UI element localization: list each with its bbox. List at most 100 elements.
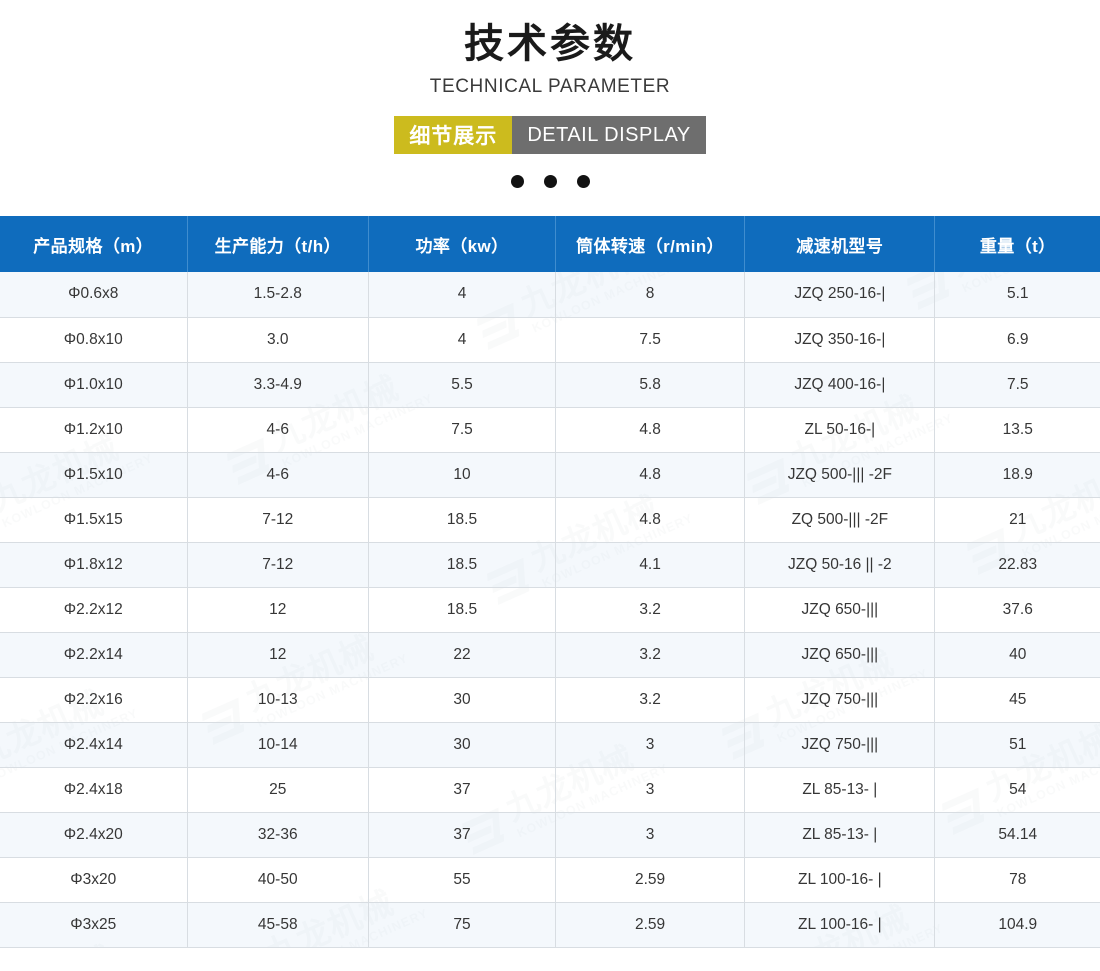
- cell-reducer-model: ZL 85-13- |: [744, 812, 936, 858]
- cell-reducer-model: JZQ 500-||| -2F: [744, 452, 936, 498]
- spec-table-zone: 九龙机械KOWLOON MACHINERY九龙机械KOWLOON MACHINE…: [0, 216, 1100, 948]
- cell-shell-speed: 3.2: [555, 677, 746, 723]
- table-row: Φ2.2x12 12 18.5 3.2 JZQ 650-||| 37.6: [0, 587, 1100, 633]
- dot-icon: [510, 175, 524, 188]
- cell-product-spec: Φ1.8x12: [0, 542, 188, 588]
- cell-reducer-model: JZQ 650-|||: [744, 587, 936, 633]
- cell-weight: 78: [934, 857, 1100, 903]
- cell-capacity: 4-6: [187, 407, 369, 453]
- cell-capacity: 3.0: [187, 317, 369, 363]
- cell-capacity: 32-36: [187, 812, 369, 858]
- cell-reducer-model: JZQ 400-16-|: [744, 362, 936, 408]
- cell-weight: 5.1: [934, 272, 1100, 318]
- cell-shell-speed: 2.59: [555, 857, 746, 903]
- cell-weight: 45: [934, 677, 1100, 723]
- dot-icon: [576, 175, 590, 188]
- cell-product-spec: Φ3x20: [0, 857, 188, 903]
- column-header-capacity: 生产能力（t/h）: [187, 216, 369, 272]
- dot-separator: [0, 175, 1100, 188]
- cell-capacity: 3.3-4.9: [187, 362, 369, 408]
- cell-power: 18.5: [368, 542, 556, 588]
- spec-table: 产品规格（m） 生产能力（t/h） 功率（kw） 筒体转速（r/min） 减速机…: [0, 216, 1100, 948]
- cell-capacity: 10-14: [187, 722, 369, 768]
- cell-power: 5.5: [368, 362, 556, 408]
- cell-product-spec: Φ1.0x10: [0, 362, 188, 408]
- cell-shell-speed: 4.8: [555, 452, 746, 498]
- cell-weight: 40: [934, 632, 1100, 678]
- page-subtitle: TECHNICAL PARAMETER: [429, 76, 671, 97]
- cell-product-spec: Φ3x25: [0, 902, 188, 948]
- cell-reducer-model: ZL 50-16-|: [744, 407, 936, 453]
- cell-capacity: 12: [187, 587, 369, 633]
- spec-table-head: 产品规格（m） 生产能力（t/h） 功率（kw） 筒体转速（r/min） 减速机…: [0, 216, 1100, 272]
- cell-weight: 6.9: [934, 317, 1100, 363]
- table-row: Φ1.2x10 4-6 7.5 4.8 ZL 50-16-| 13.5: [0, 407, 1100, 453]
- cell-weight: 51: [934, 722, 1100, 768]
- cell-product-spec: Φ2.4x18: [0, 767, 188, 813]
- cell-reducer-model: ZQ 500-||| -2F: [744, 497, 936, 543]
- cell-reducer-model: JZQ 650-|||: [744, 632, 936, 678]
- column-header-reducer-model: 减速机型号: [744, 216, 936, 272]
- cell-reducer-model: JZQ 50-16 || -2: [744, 542, 936, 588]
- cell-product-spec: Φ0.6x8: [0, 272, 188, 318]
- cell-reducer-model: JZQ 350-16-|: [744, 317, 936, 363]
- cell-reducer-model: JZQ 750-|||: [744, 722, 936, 768]
- cell-shell-speed: 3.2: [555, 587, 746, 633]
- cell-product-spec: Φ1.2x10: [0, 407, 188, 453]
- cell-reducer-model: ZL 100-16- |: [744, 857, 936, 903]
- cell-product-spec: Φ2.2x16: [0, 677, 188, 723]
- cell-weight: 13.5: [934, 407, 1100, 453]
- cell-weight: 54: [934, 767, 1100, 813]
- table-row: Φ2.4x20 32-36 37 3 ZL 85-13- | 54.14: [0, 812, 1100, 858]
- section-badge: 细节展示 DETAIL DISPLAY: [394, 116, 706, 154]
- cell-reducer-model: JZQ 750-|||: [744, 677, 936, 723]
- table-row: Φ2.4x18 25 37 3 ZL 85-13- | 54: [0, 767, 1100, 813]
- cell-reducer-model: JZQ 250-16-|: [744, 272, 936, 318]
- cell-power: 30: [368, 677, 556, 723]
- cell-capacity: 4-6: [187, 452, 369, 498]
- table-row: Φ1.0x10 3.3-4.9 5.5 5.8 JZQ 400-16-| 7.5: [0, 362, 1100, 408]
- cell-power: 30: [368, 722, 556, 768]
- cell-product-spec: Φ2.2x14: [0, 632, 188, 678]
- cell-product-spec: Φ1.5x15: [0, 497, 188, 543]
- cell-shell-speed: 2.59: [555, 902, 746, 948]
- cell-reducer-model: ZL 85-13- |: [744, 767, 936, 813]
- cell-capacity: 25: [187, 767, 369, 813]
- column-header-power: 功率（kw）: [368, 216, 556, 272]
- cell-product-spec: Φ1.5x10: [0, 452, 188, 498]
- cell-power: 55: [368, 857, 556, 903]
- cell-weight: 18.9: [934, 452, 1100, 498]
- table-row: Φ1.5x10 4-6 10 4.8 JZQ 500-||| -2F 18.9: [0, 452, 1100, 498]
- cell-shell-speed: 3: [555, 722, 746, 768]
- cell-power: 22: [368, 632, 556, 678]
- cell-weight: 22.83: [934, 542, 1100, 588]
- cell-capacity: 12: [187, 632, 369, 678]
- cell-shell-speed: 3: [555, 767, 746, 813]
- cell-power: 37: [368, 812, 556, 858]
- cell-weight: 104.9: [934, 902, 1100, 948]
- cell-reducer-model: ZL 100-16- |: [744, 902, 936, 948]
- table-row: Φ0.8x10 3.0 4 7.5 JZQ 350-16-| 6.9: [0, 317, 1100, 363]
- cell-shell-speed: 4.8: [555, 497, 746, 543]
- cell-power: 7.5: [368, 407, 556, 453]
- column-header-shell-speed: 筒体转速（r/min）: [555, 216, 746, 272]
- cell-shell-speed: 5.8: [555, 362, 746, 408]
- cell-capacity: 1.5-2.8: [187, 272, 369, 318]
- table-row: Φ3x25 45-58 75 2.59 ZL 100-16- | 104.9: [0, 902, 1100, 948]
- dot-icon: [543, 175, 557, 188]
- cell-weight: 54.14: [934, 812, 1100, 858]
- cell-shell-speed: 3.2: [555, 632, 746, 678]
- page-title: 技术参数: [464, 22, 636, 66]
- table-row: Φ2.2x14 12 22 3.2 JZQ 650-||| 40: [0, 632, 1100, 678]
- table-row: Φ1.8x12 7-12 18.5 4.1 JZQ 50-16 || -2 22.83: [0, 542, 1100, 588]
- cell-power: 10: [368, 452, 556, 498]
- cell-product-spec: Φ0.8x10: [0, 317, 188, 363]
- cell-shell-speed: 4.8: [555, 407, 746, 453]
- cell-power: 37: [368, 767, 556, 813]
- cell-weight: 7.5: [934, 362, 1100, 408]
- cell-shell-speed: 4.1: [555, 542, 746, 588]
- cell-capacity: 10-13: [187, 677, 369, 723]
- cell-power: 75: [368, 902, 556, 948]
- cell-shell-speed: 3: [555, 812, 746, 858]
